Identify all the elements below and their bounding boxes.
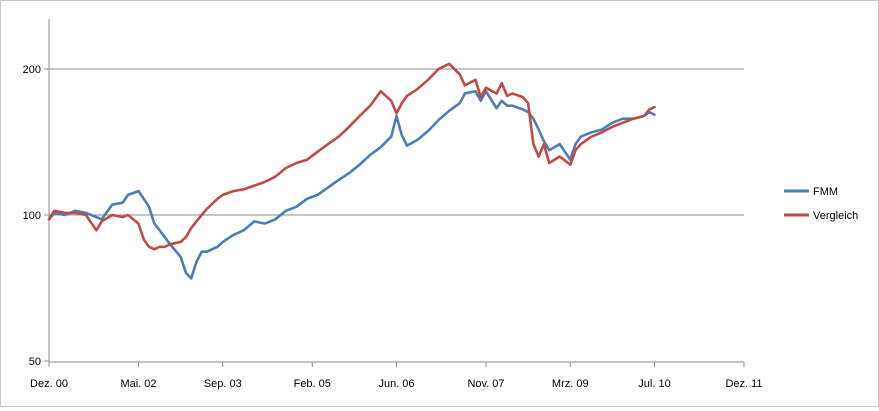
legend: FMM Vergleich <box>784 186 858 222</box>
series-lines <box>47 62 656 280</box>
series-line-fmm <box>47 89 656 280</box>
x-tick-label: Jun. 06 <box>378 378 414 390</box>
y-tick-label: 200 <box>23 64 41 76</box>
series-line-vergleich <box>47 62 656 251</box>
x-tick-label: Dez. 00 <box>30 378 68 390</box>
x-tick-label: Mrz. 09 <box>552 378 589 390</box>
legend-label-vergleich: Vergleich <box>813 210 858 222</box>
y-tick-label: 100 <box>23 210 41 222</box>
x-tick-label: Dez. 11 <box>725 378 762 390</box>
axes: 50 100 200 Dez. 00 Mai. 02 Sep. 03 Feb. 05 Jun.… <box>23 19 763 390</box>
gridlines <box>49 68 744 216</box>
x-tick-label: Mai. 02 <box>120 378 156 390</box>
x-tick-label: Nov. 07 <box>467 378 504 390</box>
x-tick-label: Sep. 03 <box>204 378 242 390</box>
x-tick-label: Jul. 10 <box>638 378 670 390</box>
legend-label-fmm: FMM <box>813 186 838 198</box>
x-tick-label: Feb. 05 <box>294 378 331 390</box>
y-tick-label: 50 <box>29 356 41 368</box>
